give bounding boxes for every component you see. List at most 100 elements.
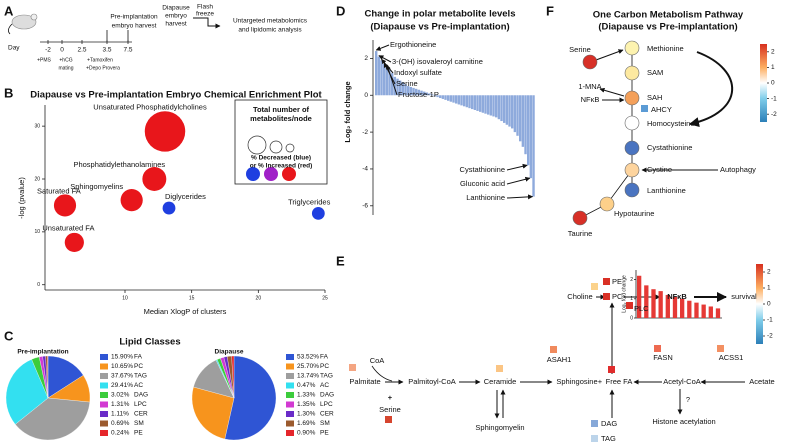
pathway-node: FASN — [653, 353, 673, 362]
fold-change-marker — [591, 420, 598, 427]
bubble — [120, 189, 143, 212]
legend-swatch — [100, 392, 108, 398]
bar — [487, 95, 490, 115]
pathway-node: CoA — [370, 356, 385, 365]
legend-label: AC — [134, 382, 143, 389]
timeline-step: Pre-implantation — [110, 14, 158, 21]
bar — [473, 95, 477, 110]
annotation: Cystathionine — [460, 165, 505, 174]
chart-title: (Diapause vs Pre-implantation) — [370, 22, 509, 33]
fold-change-marker — [608, 366, 615, 373]
metabolite-node — [572, 210, 588, 226]
pathway-node: survival — [731, 292, 757, 301]
bar — [433, 95, 437, 97]
inset-y-tick-label: 1 — [630, 296, 633, 302]
metabolite-node — [624, 140, 640, 156]
legend-value: 37.67% — [111, 373, 133, 380]
bar — [391, 73, 394, 96]
bar — [529, 95, 533, 179]
bar — [404, 84, 407, 96]
inset-y-tick-label: 0 — [630, 315, 633, 321]
bar — [503, 95, 506, 123]
bar — [511, 95, 514, 129]
inset-bar — [672, 296, 678, 318]
pathway-e-arrows — [371, 292, 745, 419]
y-axis-label: -log (pvalue) — [17, 177, 26, 219]
bar — [441, 95, 445, 99]
legend-value: 15.90% — [111, 354, 133, 361]
bar — [409, 86, 413, 96]
panel-letter: E — [336, 253, 345, 268]
day-tick-label: 0 — [60, 47, 64, 54]
timeline-step: Diapause — [162, 5, 190, 12]
pathway-node: Sphingosine — [556, 377, 597, 386]
legend-text: Total number of — [253, 105, 310, 114]
pathway-node: Ceramide — [484, 377, 517, 386]
legend-value: 25.70% — [297, 363, 319, 370]
legend-value: 29.41% — [111, 382, 133, 389]
annotation: Lanthionine — [466, 193, 505, 202]
x-axis-label: Median XlogP of clusters — [144, 307, 227, 316]
timeline-event: mating — [58, 65, 73, 71]
legend-label: LPC — [320, 401, 333, 408]
y-tick-label: -2 — [362, 129, 368, 136]
bar — [521, 95, 525, 147]
panel-letter: F — [546, 3, 554, 18]
legend-swatch — [286, 420, 294, 427]
legend-swatch — [100, 401, 108, 408]
pathway-node: Acetate — [749, 377, 774, 386]
panel-title: One Carbon Metabolism Pathway — [593, 10, 744, 21]
bar — [417, 89, 421, 96]
y-tick-label: 2 — [364, 55, 368, 62]
pathway-node: ? — [686, 395, 690, 404]
y-tick-label: 0 — [37, 282, 40, 288]
legend-swatch — [286, 382, 294, 389]
pathway-node: Histone acetylation — [652, 417, 715, 426]
annotation-arrow — [506, 163, 528, 171]
colorbar — [756, 264, 763, 344]
legend-label: FA — [134, 354, 143, 361]
metabolite-label: Taurine — [568, 229, 593, 238]
fold-change-marker — [654, 345, 661, 352]
bar — [484, 95, 487, 114]
pathway-node: PLC — [634, 304, 649, 313]
pie-slice — [191, 386, 235, 440]
enzyme-marker — [641, 105, 648, 112]
bar — [492, 95, 495, 117]
legend-swatch — [100, 363, 108, 370]
inset-bar — [708, 306, 713, 318]
pie-slice — [5, 359, 49, 425]
legend-swatch — [286, 363, 294, 370]
day-tick-label: -2 — [45, 47, 51, 54]
pathway-node: Sphingomyelin — [475, 423, 524, 432]
metabolite-node — [582, 54, 598, 70]
metabolite-label: SAM — [647, 68, 663, 77]
fold-change-marker — [591, 435, 598, 442]
bar — [447, 95, 450, 101]
pathway-label: AHCY — [651, 105, 672, 114]
x-tick-label: 10 — [122, 295, 128, 301]
bar — [479, 95, 482, 112]
colorbar-tick-label: 2 — [767, 269, 771, 276]
bubble — [142, 167, 167, 191]
fold-change-marker — [603, 293, 610, 300]
bubble-label: Triglycerides — [288, 197, 330, 206]
inset-bar — [680, 298, 685, 318]
metabolite-node — [624, 65, 640, 81]
bubble — [311, 206, 325, 220]
metabolite-node — [624, 182, 640, 198]
pathway-node: + — [388, 393, 393, 402]
bubble — [53, 194, 77, 217]
bubble-label: Saturated FA — [37, 186, 81, 195]
colorbar-tick-label: -1 — [767, 317, 773, 324]
bubble-label: Unsaturated FA — [42, 223, 94, 232]
y-tick-label: -6 — [362, 203, 368, 210]
legend-swatch — [286, 411, 294, 417]
bar — [452, 95, 455, 103]
panel-title: Lipid Classes — [119, 337, 180, 348]
inset-bar — [694, 302, 699, 318]
panel-letter: C — [4, 328, 14, 343]
bar — [500, 95, 503, 122]
bar — [513, 95, 517, 133]
legend-text: metabolites/node — [250, 114, 312, 123]
